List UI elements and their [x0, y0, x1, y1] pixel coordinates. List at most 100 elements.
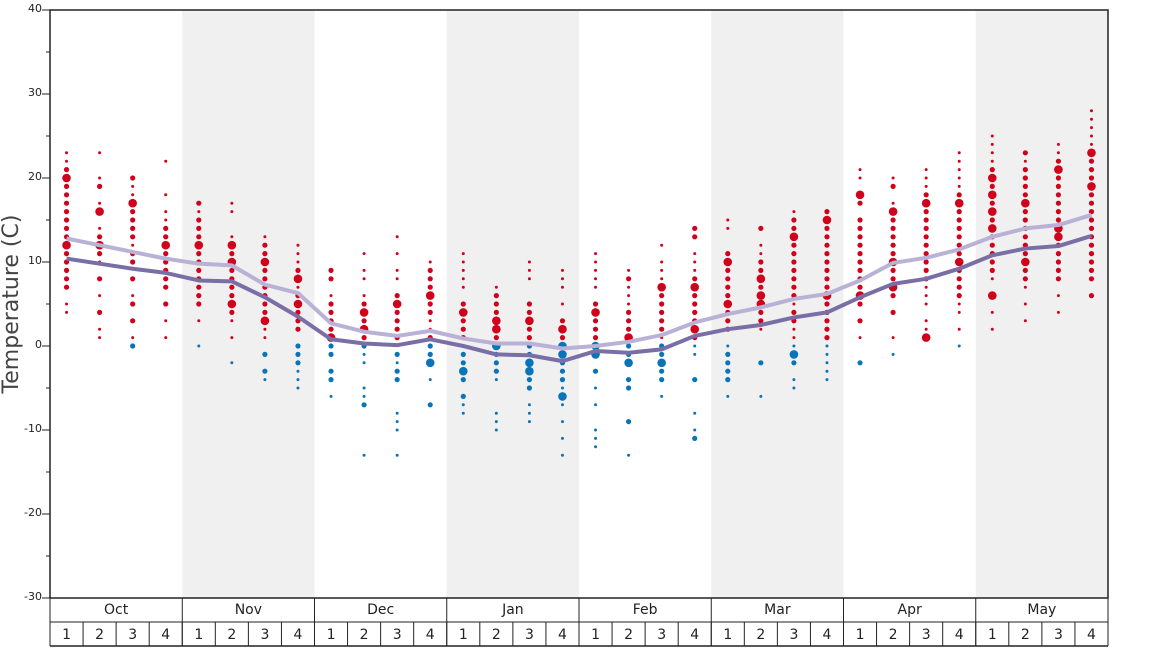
week-label: 2 — [1021, 627, 1030, 643]
temperature-dot — [954, 198, 964, 208]
temperature-dot — [989, 183, 995, 189]
temperature-dot — [394, 293, 400, 299]
temperature-dot — [229, 251, 235, 257]
y-tick-label: 30 — [28, 86, 42, 99]
temperature-dot — [460, 351, 466, 357]
temperature-dot — [460, 393, 466, 399]
temperature-dot — [625, 377, 632, 383]
temperature-dot — [791, 284, 797, 290]
temperature-dot — [659, 326, 665, 332]
temperature-dot — [130, 301, 136, 307]
temperature-dot — [362, 352, 366, 356]
temperature-dot — [824, 284, 830, 290]
temperature-dot — [957, 184, 961, 188]
temperature-line — [66, 213, 1093, 351]
temperature-dot — [956, 225, 962, 231]
temperature-dot — [625, 318, 632, 324]
week-label: 4 — [558, 627, 567, 643]
temperature-dot — [263, 235, 267, 239]
temperature-dot — [164, 218, 168, 222]
temperature-dot — [263, 336, 267, 340]
temperature-dot — [857, 200, 863, 206]
temperature-dot — [824, 259, 830, 265]
temperature-dot — [328, 326, 334, 332]
temperature-dot — [296, 252, 300, 256]
month-label: Dec — [367, 602, 394, 618]
temperature-dot — [1088, 175, 1095, 181]
temperature-dot — [196, 225, 202, 231]
temperature-dot — [725, 368, 731, 374]
temperature-dot — [63, 225, 70, 231]
temperature-dot — [625, 419, 632, 425]
y-tick-label: -10 — [24, 422, 42, 435]
temperature-dot — [559, 377, 566, 383]
temperature-dot — [725, 251, 731, 257]
month-label: Nov — [235, 602, 262, 618]
temperature-dot — [526, 377, 533, 383]
temperature-dot — [759, 252, 763, 256]
temperature-dot — [494, 378, 498, 382]
temperature-dot — [957, 302, 961, 306]
temperature-dot — [527, 277, 531, 281]
temperature-dot — [427, 267, 433, 273]
week-label: 4 — [294, 627, 303, 643]
temperature-dot — [262, 251, 268, 257]
temperature-dot — [924, 319, 928, 323]
temperature-dot — [560, 403, 564, 407]
temperature-dot — [989, 267, 995, 273]
temperature-dot — [63, 284, 70, 290]
temperature-dot — [560, 420, 564, 424]
temperature-dot — [460, 301, 466, 307]
temperature-dot — [890, 276, 896, 282]
temperature-dot — [693, 344, 697, 348]
temperature-dot — [1055, 217, 1062, 223]
temperature-dot — [1022, 234, 1028, 240]
temperature-dot — [163, 251, 169, 257]
temperature-dot — [295, 267, 301, 273]
temperature-dot — [726, 344, 730, 348]
temperature-dot — [627, 268, 631, 272]
temperature-dot — [131, 243, 135, 247]
temperature-dot — [989, 242, 995, 248]
temperature-dot — [659, 293, 665, 299]
temperature-dot — [855, 190, 865, 200]
temperature-dot — [296, 260, 300, 264]
temperature-dot — [924, 184, 928, 188]
week-label: 2 — [624, 627, 633, 643]
temperature-dot — [63, 200, 70, 206]
temperature-dot — [990, 277, 994, 281]
temperature-dot — [692, 276, 698, 282]
temperature-dot — [923, 251, 929, 257]
temperature-dot — [163, 234, 169, 240]
temperature-dot — [857, 267, 863, 273]
temperature-dot — [395, 252, 399, 256]
temperature-dot — [692, 301, 698, 307]
temperature-dot — [1087, 148, 1096, 158]
temperature-dot — [987, 224, 997, 233]
temperature-dot — [95, 207, 104, 216]
temperature-dot — [1023, 285, 1027, 289]
temperature-dot — [526, 326, 533, 332]
temperature-dot — [1088, 209, 1095, 215]
temperature-dot — [957, 159, 961, 163]
week-label: 1 — [988, 627, 997, 643]
temperature-dot — [1088, 192, 1095, 198]
temperature-dot — [328, 276, 334, 282]
temperature-dot — [592, 318, 599, 324]
temperature-dot — [425, 291, 435, 300]
temperature-dot — [197, 344, 201, 348]
temperature-dot — [296, 243, 300, 247]
temperature-dot — [98, 176, 102, 180]
temperature-dot — [527, 260, 531, 264]
temperature-dot — [825, 361, 829, 365]
temperature-dot — [891, 176, 895, 180]
temperature-dot — [1056, 294, 1060, 298]
temperature-dot — [726, 394, 730, 398]
temperature-dot — [96, 251, 103, 257]
temperature-dot — [858, 336, 862, 340]
temperature-dot — [956, 293, 962, 299]
temperature-dot — [758, 284, 764, 290]
temperature-dot — [825, 369, 829, 373]
temperature-dot — [1088, 225, 1095, 231]
y-tick-label: 0 — [35, 338, 42, 351]
